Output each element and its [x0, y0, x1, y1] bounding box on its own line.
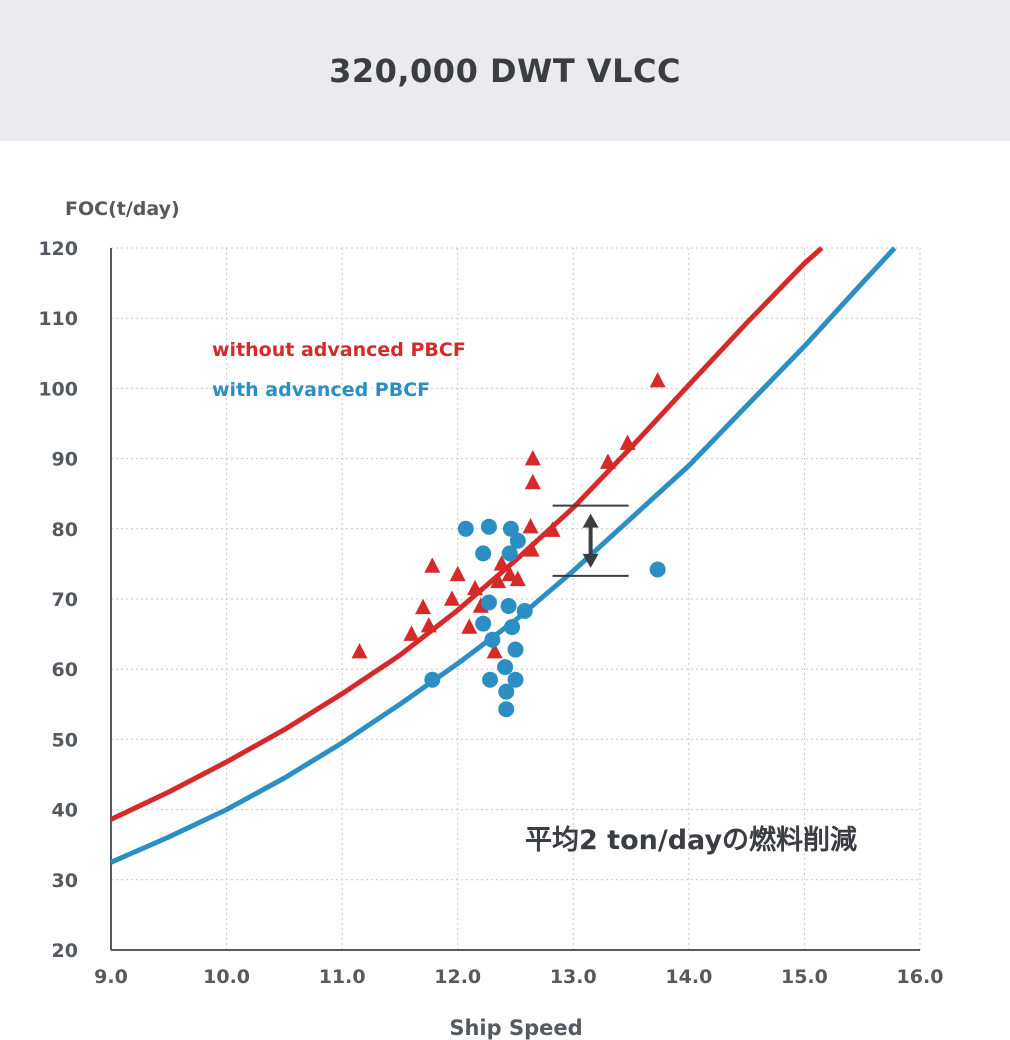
x-tick-label: 15.0	[781, 966, 828, 988]
y-axis-title: FOC(t/day)	[65, 198, 180, 220]
circle-point	[482, 671, 499, 688]
y-tick-label: 50	[52, 729, 78, 751]
y-tick-label: 110	[38, 308, 78, 330]
triangle-point	[490, 572, 507, 589]
circle-point	[507, 671, 524, 688]
triangle-point	[403, 625, 420, 641]
x-tick-label: 9.0	[94, 966, 128, 988]
x-tick-label: 11.0	[319, 966, 366, 988]
triangle-point	[415, 598, 432, 615]
y-tick-label: 30	[52, 870, 78, 892]
circle-point	[457, 520, 474, 537]
circle-point	[475, 545, 492, 562]
chart-title: 320,000 DWT VLCC	[329, 51, 681, 90]
triangle-point	[544, 521, 561, 537]
x-tick-label: 14.0	[665, 966, 712, 988]
circle-point	[475, 615, 492, 632]
triangle-point	[486, 642, 503, 659]
triangle-point	[599, 453, 616, 469]
circle-point	[509, 532, 526, 549]
arrow-down-icon	[582, 553, 599, 568]
circle-point	[498, 701, 515, 718]
triangle-point	[351, 642, 368, 659]
triangle-point	[524, 473, 541, 490]
circle-point	[484, 631, 501, 648]
data-points	[351, 371, 666, 718]
circle-point	[502, 520, 519, 537]
circle-point	[480, 518, 497, 535]
y-tick-label: 60	[52, 659, 78, 681]
triangle-point	[467, 579, 484, 596]
chart-labels: FOC(t/day) Ship Speed without advanced P…	[65, 198, 857, 1040]
triangle-point	[493, 555, 510, 571]
circle-point	[480, 594, 497, 611]
circle-point	[501, 545, 518, 562]
circle-point	[424, 671, 441, 688]
x-axis-title: Ship Speed	[449, 1016, 582, 1040]
foc-speed-chart: 20 30 40 50 60 70 80 90 100 110 120 9.0 10.0 11.0 12.0…	[38, 198, 943, 1040]
legend-with-pbcf: with advanced PBCF	[212, 379, 430, 401]
fit-curve-without-pbcf	[109, 246, 824, 822]
title-banner: 320,000 DWT VLCC	[0, 0, 1010, 141]
legend-without-pbcf: without advanced PBCF	[212, 339, 466, 361]
circle-point	[497, 659, 514, 676]
circle-point	[516, 602, 533, 619]
fuel-savings-annotation: 平均2 ton/dayの燃料削減	[525, 825, 857, 856]
y-tick-label: 90	[52, 449, 78, 471]
gap-marker	[552, 504, 629, 577]
triangle-point	[420, 616, 437, 633]
triangle-point	[461, 618, 478, 634]
triangle-point	[649, 371, 666, 388]
y-tick-label: 120	[38, 238, 78, 260]
triangle-point	[619, 434, 636, 450]
arrow-up-icon	[582, 513, 599, 528]
circle-point	[504, 619, 521, 636]
triangle-point	[522, 518, 539, 534]
y-tick-label: 20	[52, 940, 78, 962]
triangle-point	[523, 541, 540, 557]
triangle-point	[524, 449, 541, 466]
triangle-point	[449, 565, 466, 582]
triangle-point	[501, 565, 518, 582]
triangle-point	[509, 570, 526, 587]
x-tick-label: 10.0	[203, 966, 250, 988]
circle-point	[507, 641, 524, 658]
grid	[111, 247, 921, 950]
y-tick-label: 100	[38, 378, 78, 400]
x-tick-label: 12.0	[434, 966, 481, 988]
y-tick-label: 40	[52, 800, 78, 822]
y-tick-label: 70	[52, 589, 78, 611]
x-tick-label: 16.0	[897, 966, 944, 988]
x-tick-label: 13.0	[550, 966, 597, 988]
axes: 20 30 40 50 60 70 80 90 100 110 120 9.0 10.0 11.0 12.0…	[38, 238, 943, 988]
circle-point	[498, 683, 515, 700]
circle-point	[500, 598, 517, 615]
y-tick-label: 80	[52, 519, 78, 541]
triangle-point	[424, 557, 441, 573]
circle-point	[649, 561, 666, 578]
triangle-point	[443, 590, 460, 606]
